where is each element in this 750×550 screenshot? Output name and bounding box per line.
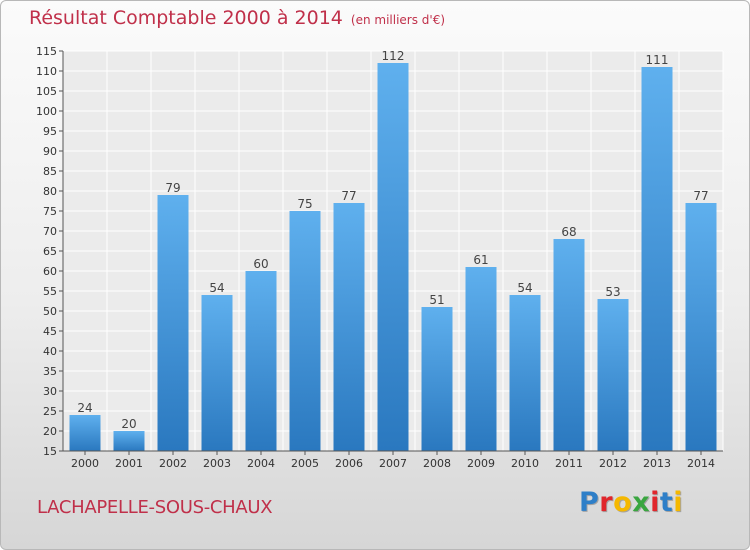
x-tick-label: 2003 <box>203 457 231 470</box>
bar-value-label: 53 <box>605 285 620 299</box>
logo-letter: o <box>613 487 633 518</box>
bar-value-label: 54 <box>209 281 224 295</box>
logo-letter: x <box>632 487 651 518</box>
y-tick-label: 110 <box>36 65 57 78</box>
logo-letter: i <box>650 487 660 518</box>
y-tick-label: 115 <box>36 45 57 58</box>
y-tick-label: 55 <box>43 285 57 298</box>
bar-value-label: 77 <box>341 189 356 203</box>
bar-2011 <box>553 239 585 451</box>
logo-letter: r <box>599 487 614 518</box>
bar-2002 <box>157 195 189 451</box>
x-tick-label: 2014 <box>687 457 715 470</box>
x-tick-label: 2008 <box>423 457 451 470</box>
y-tick-label: 30 <box>43 385 57 398</box>
x-tick-label: 2011 <box>555 457 583 470</box>
bar-value-label: 112 <box>382 49 405 63</box>
x-tick-label: 2006 <box>335 457 363 470</box>
y-tick-label: 60 <box>43 265 57 278</box>
y-tick-label: 65 <box>43 245 57 258</box>
bar-2007 <box>377 63 409 451</box>
bar-value-label: 75 <box>297 197 312 211</box>
bar-value-label: 111 <box>646 53 669 67</box>
y-tick-label: 105 <box>36 85 57 98</box>
y-tick-label: 90 <box>43 145 57 158</box>
y-tick-label: 75 <box>43 205 57 218</box>
bar-2003 <box>201 295 233 451</box>
y-tick-label: 45 <box>43 325 57 338</box>
proxiti-logo: Proxiti <box>579 487 683 518</box>
y-tick-label: 95 <box>43 125 57 138</box>
bar-2012 <box>597 299 629 451</box>
chart-subtitle: (en milliers d'€) <box>350 13 446 27</box>
bar-value-label: 20 <box>121 417 136 431</box>
bar-value-label: 60 <box>253 257 268 271</box>
x-tick-label: 2012 <box>599 457 627 470</box>
logo-letter: P <box>579 487 600 518</box>
bar-value-label: 79 <box>165 181 180 195</box>
bar-value-label: 51 <box>429 293 444 307</box>
x-tick-label: 2007 <box>379 457 407 470</box>
y-tick-label: 85 <box>43 165 57 178</box>
x-tick-label: 2010 <box>511 457 539 470</box>
x-tick-label: 2000 <box>71 457 99 470</box>
y-tick-label: 35 <box>43 365 57 378</box>
bar-2006 <box>333 203 365 451</box>
bar-2008 <box>421 307 453 451</box>
logo-letter: t <box>659 487 674 518</box>
bar-2013 <box>641 67 673 451</box>
bar-value-label: 54 <box>517 281 532 295</box>
y-tick-label: 80 <box>43 185 57 198</box>
logo-letter: i <box>673 487 684 518</box>
place-name: LACHAPELLE-SOUS-CHAUX <box>37 497 273 518</box>
y-tick-label: 40 <box>43 345 57 358</box>
bar-value-label: 77 <box>693 189 708 203</box>
chart-title-text: Résultat Comptable 2000 à 2014 <box>29 7 343 29</box>
y-tick-label: 25 <box>43 405 57 418</box>
x-tick-label: 2001 <box>115 457 143 470</box>
bar-2001 <box>113 431 145 451</box>
bar-2004 <box>245 271 277 451</box>
chart-title: Résultat Comptable 2000 à 2014 (en millie… <box>29 7 445 29</box>
x-tick-label: 2005 <box>291 457 319 470</box>
x-tick-label: 2002 <box>159 457 187 470</box>
y-tick-label: 50 <box>43 305 57 318</box>
x-tick-label: 2009 <box>467 457 495 470</box>
x-tick-label: 2013 <box>643 457 671 470</box>
bar-value-label: 68 <box>561 225 576 239</box>
y-tick-label: 15 <box>43 445 57 458</box>
y-tick-label: 100 <box>36 105 57 118</box>
bar-2009 <box>465 267 497 451</box>
bar-2000 <box>69 415 101 451</box>
bar-value-label: 61 <box>473 253 488 267</box>
x-tick-label: 2004 <box>247 457 275 470</box>
bar-2014 <box>685 203 717 451</box>
y-tick-label: 70 <box>43 225 57 238</box>
bar-2010 <box>509 295 541 451</box>
bar-value-label: 24 <box>77 401 92 415</box>
y-tick-label: 20 <box>43 425 57 438</box>
bar-2005 <box>289 211 321 451</box>
